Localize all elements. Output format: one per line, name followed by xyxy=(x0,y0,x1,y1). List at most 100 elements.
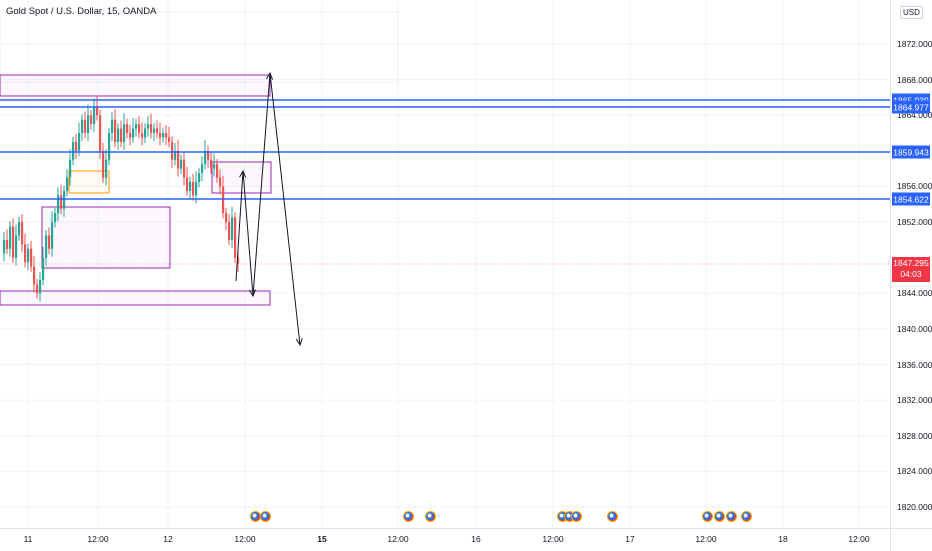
zone-rectangle xyxy=(0,290,271,306)
currency-button[interactable]: USD xyxy=(900,6,923,19)
candle-body xyxy=(153,128,156,134)
us-flag-icon[interactable] xyxy=(403,511,414,522)
faint-box xyxy=(0,11,399,83)
us-flag-icon[interactable] xyxy=(741,511,752,522)
candle-body xyxy=(114,119,117,142)
candle-body xyxy=(210,159,213,169)
time-axis-label: 11 xyxy=(23,534,33,544)
time-axis-label: 15 xyxy=(317,534,327,544)
arrow-head-icon xyxy=(249,289,256,298)
candle-body xyxy=(78,133,81,151)
candle-body xyxy=(15,235,18,258)
candle-body xyxy=(57,195,60,214)
candle-body xyxy=(9,226,12,249)
candle-body xyxy=(90,115,93,125)
time-axis[interactable] xyxy=(0,528,890,551)
candle-body xyxy=(138,124,141,134)
candle-body xyxy=(132,128,135,138)
candle-body xyxy=(117,128,120,142)
candle-body xyxy=(222,186,225,214)
candle-body xyxy=(120,128,123,142)
time-axis-label: 12:00 xyxy=(87,534,109,544)
candle-body xyxy=(45,235,48,258)
candle-body xyxy=(237,257,240,264)
candle-body xyxy=(87,115,90,134)
candle-body xyxy=(207,150,210,160)
candle-body xyxy=(3,239,6,254)
candle-body xyxy=(21,222,24,245)
axis-corner xyxy=(890,528,932,551)
symbol-title[interactable]: Gold Spot / U.S. Dollar, 15, OANDA xyxy=(6,6,157,17)
candle-body xyxy=(42,257,45,280)
candle-body xyxy=(135,124,138,129)
candlestick-chart[interactable] xyxy=(0,0,890,528)
candle-body xyxy=(18,222,21,236)
candle-body xyxy=(216,164,219,178)
candle-body xyxy=(174,150,177,160)
candle-body xyxy=(225,213,228,223)
price-axis-label: 1836.000 xyxy=(897,359,932,370)
candle-body xyxy=(126,124,129,134)
zone-rectangle xyxy=(41,206,171,269)
candle-body xyxy=(105,159,108,178)
level-price-tag[interactable]: 1854.622 xyxy=(892,192,930,206)
candle-body xyxy=(147,124,150,129)
candle-body xyxy=(99,115,102,151)
candle-body xyxy=(231,217,234,240)
price-axis-label: 1828.000 xyxy=(897,430,932,441)
candle-body xyxy=(159,133,162,138)
candle-body xyxy=(201,164,204,174)
current-price-tag: 1847.295 04:03 xyxy=(892,256,930,282)
time-axis-label: 12:00 xyxy=(542,534,564,544)
current-price-value: 1847.295 xyxy=(893,258,929,269)
us-flag-icon[interactable] xyxy=(714,511,725,522)
candle-body xyxy=(66,177,69,191)
price-axis-label: 1852.000 xyxy=(897,217,932,228)
candle-body xyxy=(33,266,36,285)
price-axis-label: 1856.000 xyxy=(897,181,932,192)
time-axis-label: 17 xyxy=(625,534,635,544)
level-price-tag[interactable]: 1864.977 xyxy=(892,100,930,114)
candle-body xyxy=(36,284,39,294)
time-axis-label: 12:00 xyxy=(695,534,717,544)
us-flag-icon[interactable] xyxy=(425,511,436,522)
candle-body xyxy=(186,177,189,191)
candle-body xyxy=(63,190,66,209)
us-flag-icon[interactable] xyxy=(726,511,737,522)
candle-body xyxy=(6,239,9,249)
candle-body xyxy=(111,119,114,134)
candle-body xyxy=(162,133,165,138)
chart-canvas[interactable]: Gold Spot / U.S. Dollar, 15, OANDA xyxy=(0,0,890,528)
time-axis-label: 12:00 xyxy=(234,534,256,544)
us-flag-icon[interactable] xyxy=(260,511,271,522)
candle-body xyxy=(195,182,198,196)
level-price-tag[interactable]: 1859.943 xyxy=(892,145,930,159)
candle-body xyxy=(192,182,195,196)
candle-body xyxy=(177,150,180,169)
us-flag-icon[interactable] xyxy=(607,511,618,522)
candle-body xyxy=(72,141,75,160)
candle-body xyxy=(84,119,87,134)
time-axis-label: 12 xyxy=(163,534,173,544)
candle-body xyxy=(180,159,183,169)
us-flag-icon[interactable] xyxy=(702,511,713,522)
candle-body xyxy=(150,124,153,134)
candle-body xyxy=(144,128,147,138)
candle-body xyxy=(102,150,105,178)
us-flag-icon[interactable] xyxy=(571,511,582,522)
candle-body xyxy=(27,248,30,263)
price-axis-label: 1820.000 xyxy=(897,502,932,512)
time-axis-label: 16 xyxy=(471,534,481,544)
price-axis-label: 1868.000 xyxy=(897,74,932,85)
candle-body xyxy=(96,106,99,116)
candle-body xyxy=(69,159,72,178)
price-axis-label: 1844.000 xyxy=(897,288,932,299)
candle-body xyxy=(60,195,63,209)
price-axis-label: 1824.000 xyxy=(897,466,932,477)
arrow-head-icon xyxy=(295,338,303,347)
time-axis-label: 18 xyxy=(778,534,788,544)
price-axis-label: 1840.000 xyxy=(897,323,932,334)
zone-rectangle xyxy=(68,170,110,194)
candle-body xyxy=(234,217,237,258)
candle-body xyxy=(108,133,111,160)
